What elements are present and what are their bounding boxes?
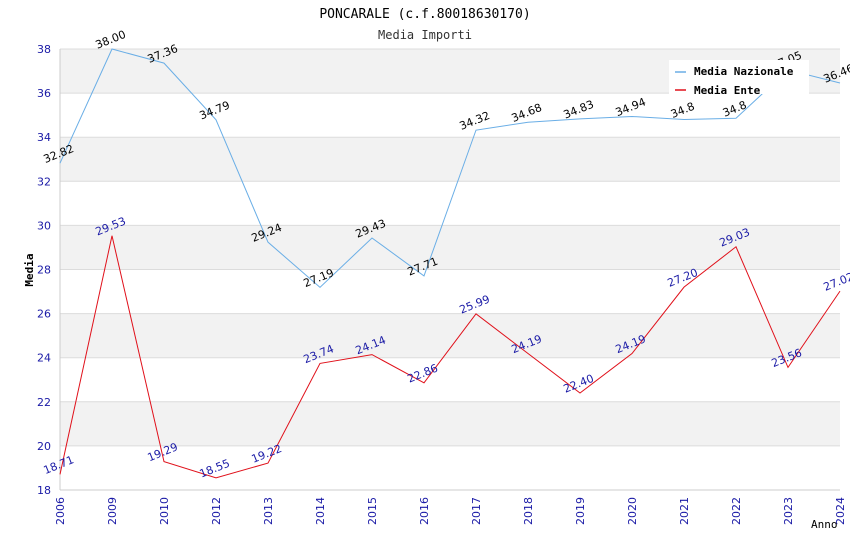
grid-band (60, 357, 840, 402)
y-tick-label: 22 (37, 396, 51, 409)
y-tick-label: 34 (37, 131, 51, 144)
y-tick-label: 20 (37, 440, 51, 453)
x-tick-label: 2012 (210, 497, 223, 525)
x-tick-label: 2009 (106, 497, 119, 525)
chart-subtitle: Media Importi (378, 28, 472, 42)
x-tick-label: 2021 (678, 497, 691, 525)
data-label: 38.00 (94, 28, 128, 52)
x-tick-label: 2017 (470, 497, 483, 525)
grid-band (60, 445, 840, 490)
grid-band (60, 269, 840, 314)
y-tick-label: 18 (37, 484, 51, 497)
series-lines (59, 48, 841, 479)
x-tick-label: 2006 (54, 497, 67, 525)
grid-band (60, 93, 840, 138)
y-tick-label: 36 (37, 87, 51, 100)
y-tick-label: 28 (37, 264, 51, 277)
legend-label-media-ente: Media Ente (694, 84, 761, 97)
legend: Media Nazionale Media Ente (669, 60, 809, 97)
legend-box (669, 60, 809, 94)
y-tick-label: 32 (37, 175, 51, 188)
x-tick-label: 2015 (366, 497, 379, 525)
y-tick-label: 30 (37, 219, 51, 232)
series-line-media-nazionale (59, 48, 841, 289)
y-tick-label: 24 (37, 352, 51, 365)
series-line-media-ente (59, 235, 841, 479)
y-axis-ticks: 18 20 22 24 26 28 30 32 34 36 38 (37, 43, 51, 497)
y-axis-label: Media (23, 253, 36, 286)
x-axis-label: Anno (811, 518, 838, 531)
grid-lines (59, 48, 840, 491)
x-tick-label: 2023 (782, 497, 795, 525)
x-tick-label: 2016 (418, 497, 431, 525)
x-tick-label: 2019 (574, 497, 587, 525)
grid-band (60, 401, 840, 446)
x-tick-label: 2024 (834, 497, 847, 525)
x-tick-label: 2020 (626, 497, 639, 525)
x-tick-label: 2014 (314, 497, 327, 525)
grid-band (60, 313, 840, 358)
x-tick-label: 2010 (158, 497, 171, 525)
chart-title: PONCARALE (c.f.80018630170) (319, 7, 530, 22)
y-tick-label: 38 (37, 43, 51, 56)
grid-band (60, 137, 840, 182)
x-tick-label: 2022 (730, 497, 743, 525)
legend-label-media-nazionale: Media Nazionale (694, 65, 794, 78)
grid-bands (60, 49, 840, 490)
x-axis-ticks: 2006 2009 2010 2012 2013 2014 2015 2016 2017 2018… (54, 497, 847, 525)
y-tick-label: 26 (37, 308, 51, 321)
x-tick-label: 2013 (262, 497, 275, 525)
x-tick-label: 2018 (522, 497, 535, 525)
grid-band (60, 225, 840, 270)
